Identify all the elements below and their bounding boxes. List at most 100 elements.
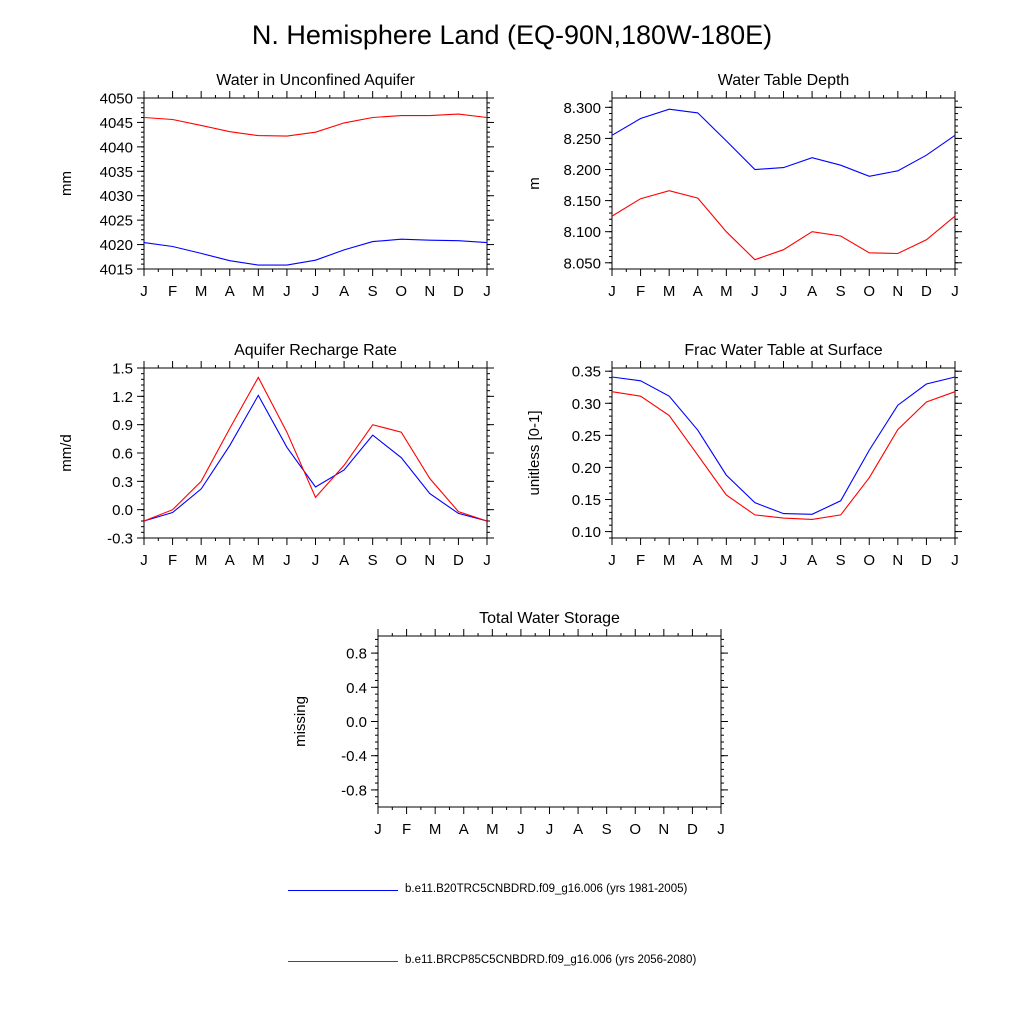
y-tick-label: 4030 — [100, 188, 133, 205]
x-tick-label: S — [836, 552, 846, 569]
legend-label-2: b.e11.BRCP85C5CNBDRD.f09_g16.006 (yrs 20… — [405, 954, 697, 966]
x-tick-label: A — [339, 552, 349, 569]
x-tick-label: M — [663, 552, 676, 569]
y-tick-label: 4015 — [100, 262, 133, 279]
chart-title: Aquifer Recharge Rate — [234, 342, 397, 359]
y-axis-label: m — [526, 177, 543, 190]
y-axis-label: mm/d — [58, 434, 75, 472]
y-tick-label: 1.2 — [112, 389, 133, 406]
y-tick-label: 8.100 — [563, 224, 601, 241]
series-line-2 — [611, 190, 956, 261]
x-tick-label: M — [252, 283, 265, 300]
legend-label-1: b.e11.B20TRC5CNBDRD.f09_g16.006 (yrs 198… — [405, 883, 688, 895]
series-line-1 — [143, 238, 488, 266]
x-tick-label: S — [368, 283, 378, 300]
x-tick-label: F — [636, 552, 645, 569]
x-tick-label: J — [608, 283, 616, 300]
y-tick-label: 0.35 — [572, 364, 601, 381]
x-tick-label: M — [486, 821, 499, 838]
y-tick-label: -0.3 — [107, 531, 133, 548]
y-tick-label: 0.15 — [572, 492, 601, 509]
x-tick-label: A — [225, 283, 235, 300]
y-tick-label: 8.150 — [563, 193, 601, 210]
x-tick-label: J — [312, 283, 320, 300]
y-tick-label: 4020 — [100, 237, 133, 254]
x-tick-label: J — [951, 552, 959, 569]
x-tick-label: O — [629, 821, 641, 838]
y-tick-label: 0.30 — [572, 396, 601, 413]
x-tick-label: J — [312, 552, 320, 569]
x-tick-label: A — [339, 283, 349, 300]
y-tick-label: 0.20 — [572, 460, 601, 477]
y-tick-label: 0.0 — [346, 714, 367, 731]
chart-title: Frac Water Table at Surface — [684, 342, 882, 359]
x-tick-label: J — [751, 552, 759, 569]
plot-frame — [611, 97, 956, 270]
page-title: N. Hemisphere Land (EQ-90N,180W-180E) — [251, 20, 773, 50]
x-tick-label: M — [720, 552, 733, 569]
x-tick-label: O — [863, 283, 875, 300]
series-line-2 — [611, 391, 956, 520]
y-tick-label: 0.6 — [112, 446, 133, 463]
y-axis-label: unitless [0-1] — [526, 410, 543, 495]
x-tick-label: S — [368, 552, 378, 569]
x-tick-label: N — [658, 821, 669, 838]
x-tick-label: J — [546, 821, 554, 838]
x-tick-label: A — [693, 552, 703, 569]
y-tick-label: -0.4 — [341, 748, 367, 765]
x-tick-label: J — [374, 821, 382, 838]
x-tick-label: O — [395, 552, 407, 569]
x-tick-label: F — [168, 552, 177, 569]
chart-4: Frac Water Table at Surface unitless [0-1… — [526, 342, 962, 569]
x-tick-label: D — [453, 552, 464, 569]
chart-title: Water Table Depth — [718, 72, 850, 89]
plot-frame — [143, 97, 488, 270]
x-tick-label: J — [283, 283, 291, 300]
x-tick-label: D — [687, 821, 698, 838]
y-tick-label: 4040 — [100, 139, 133, 156]
x-tick-label: A — [807, 552, 817, 569]
x-tick-label: O — [395, 283, 407, 300]
x-tick-label: M — [252, 552, 265, 569]
legend-line-2 — [288, 961, 398, 962]
y-tick-label: 0.0 — [112, 502, 133, 519]
x-tick-label: F — [402, 821, 411, 838]
y-tick-label: 8.200 — [563, 162, 601, 179]
x-tick-label: D — [453, 283, 464, 300]
y-tick-label: 4035 — [100, 164, 133, 181]
y-tick-label: 8.250 — [563, 131, 601, 148]
x-tick-label: J — [608, 552, 616, 569]
y-axis-label: missing — [292, 696, 309, 747]
x-tick-label: J — [483, 552, 491, 569]
x-tick-label: D — [921, 283, 932, 300]
y-tick-label: -0.8 — [341, 782, 367, 799]
x-tick-label: F — [168, 283, 177, 300]
x-tick-label: J — [780, 552, 788, 569]
y-tick-label: 4050 — [100, 91, 133, 108]
y-tick-label: 4025 — [100, 213, 133, 230]
x-tick-label: J — [283, 552, 291, 569]
x-tick-label: N — [892, 552, 903, 569]
y-tick-label: 1.5 — [112, 361, 133, 378]
x-tick-label: N — [892, 283, 903, 300]
x-tick-label: M — [429, 821, 442, 838]
x-tick-label: A — [693, 283, 703, 300]
y-tick-label: 0.4 — [346, 680, 367, 697]
x-tick-label: M — [195, 552, 208, 569]
x-tick-label: M — [720, 283, 733, 300]
x-tick-label: A — [459, 821, 469, 838]
x-tick-label: J — [140, 283, 148, 300]
chart-title: Total Water Storage — [479, 610, 620, 627]
y-tick-label: 4045 — [100, 115, 133, 132]
x-tick-label: A — [807, 283, 817, 300]
y-tick-label: 0.10 — [572, 524, 601, 541]
x-tick-label: F — [636, 283, 645, 300]
series-line-2 — [143, 376, 488, 522]
y-tick-label: 8.300 — [563, 100, 601, 117]
series-line-1 — [143, 394, 488, 522]
x-tick-label: J — [751, 283, 759, 300]
